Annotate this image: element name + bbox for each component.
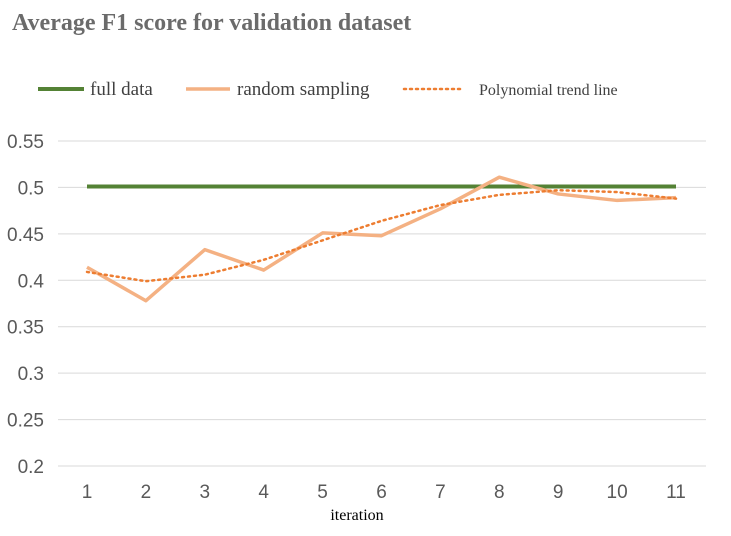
legend-label-1: full data: [90, 79, 153, 100]
x-tick-label: 5: [317, 482, 328, 503]
series-line-2: [86, 175, 677, 303]
x-tick-label: 8: [494, 482, 505, 503]
x-tick-label: 10: [607, 482, 628, 503]
legend: full data random sampling Polynomial trend…: [38, 79, 618, 100]
x-axis-label: iteration: [330, 507, 383, 524]
x-tick-label: 9: [553, 482, 564, 503]
y-tick-label: 0.4: [18, 271, 45, 292]
x-tick-label: 2: [141, 482, 152, 503]
y-tick-label: 0.35: [7, 318, 44, 339]
x-tick-label: 6: [376, 482, 387, 503]
y-tick-label: 0.55: [7, 132, 44, 153]
legend-label-2: random sampling: [237, 79, 370, 100]
y-tick-label: 0.45: [7, 225, 44, 246]
y-tick-label: 0.5: [18, 178, 44, 199]
x-tick-label: 3: [200, 482, 211, 503]
x-tick-label: 11: [666, 482, 686, 503]
x-axis-ticks: 1 2 3 4 5 6 7 8 9 10 11: [82, 482, 686, 503]
y-tick-label: 0.25: [7, 411, 44, 432]
x-tick-label: 7: [435, 482, 446, 503]
legend-label-3: Polynomial trend line: [479, 82, 618, 99]
y-tick-label: 0.3: [18, 364, 44, 385]
y-tick-label: 0.2: [18, 457, 44, 478]
x-tick-label: 1: [82, 482, 93, 503]
series-group: [85, 175, 678, 303]
series-line-3: [85, 188, 678, 283]
y-axis-ticks: 0.2 0.25 0.3 0.35 0.4 0.45 0.5 0.55: [7, 132, 44, 478]
x-tick-label: 4: [258, 482, 269, 503]
chart-title: Average F1 score for validation dataset: [12, 10, 412, 36]
gridlines: [58, 140, 706, 467]
